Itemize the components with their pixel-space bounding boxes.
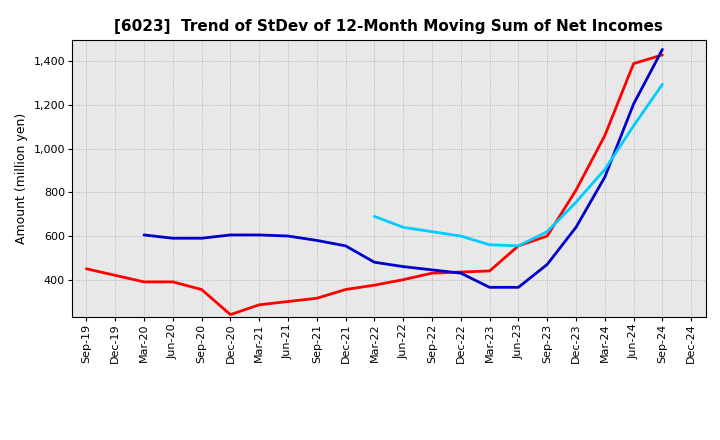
5 Years [168, 235, 177, 241]
3 Years [399, 277, 408, 282]
7 Years [629, 123, 638, 128]
5 Years [312, 238, 321, 243]
Title: [6023]  Trend of StDev of 12-Month Moving Sum of Net Incomes: [6023] Trend of StDev of 12-Month Moving… [114, 19, 663, 34]
5 Years [226, 232, 235, 238]
5 Years [572, 225, 580, 230]
3 Years [168, 279, 177, 285]
7 Years [600, 167, 609, 172]
3 Years [572, 187, 580, 193]
5 Years [399, 264, 408, 269]
3 Years [197, 287, 206, 292]
Line: 3 Years: 3 Years [86, 55, 662, 315]
3 Years [456, 269, 465, 275]
3 Years [658, 52, 667, 58]
3 Years [600, 133, 609, 138]
5 Years [341, 243, 350, 249]
3 Years [629, 61, 638, 66]
5 Years [485, 285, 494, 290]
3 Years [140, 279, 148, 285]
7 Years [370, 214, 379, 219]
5 Years [658, 47, 667, 52]
5 Years [140, 232, 148, 238]
7 Years [485, 242, 494, 247]
5 Years [543, 262, 552, 267]
7 Years [514, 243, 523, 249]
3 Years [255, 302, 264, 308]
Y-axis label: Amount (million yen): Amount (million yen) [15, 113, 28, 244]
3 Years [226, 312, 235, 317]
5 Years [255, 232, 264, 238]
3 Years [312, 296, 321, 301]
3 Years [514, 243, 523, 249]
5 Years [370, 260, 379, 265]
3 Years [284, 299, 292, 304]
3 Years [82, 266, 91, 271]
3 Years [341, 287, 350, 292]
5 Years [428, 267, 436, 272]
7 Years [572, 200, 580, 205]
Line: 5 Years: 5 Years [144, 49, 662, 287]
7 Years [428, 229, 436, 235]
3 Years [428, 271, 436, 276]
7 Years [456, 233, 465, 238]
3 Years [370, 282, 379, 288]
7 Years [658, 82, 667, 87]
5 Years [197, 235, 206, 241]
5 Years [284, 233, 292, 238]
3 Years [111, 273, 120, 278]
5 Years [514, 285, 523, 290]
5 Years [629, 101, 638, 106]
3 Years [485, 268, 494, 274]
5 Years [456, 271, 465, 276]
3 Years [543, 233, 552, 238]
5 Years [600, 175, 609, 180]
Line: 7 Years: 7 Years [374, 84, 662, 246]
7 Years [543, 229, 552, 235]
7 Years [399, 225, 408, 230]
